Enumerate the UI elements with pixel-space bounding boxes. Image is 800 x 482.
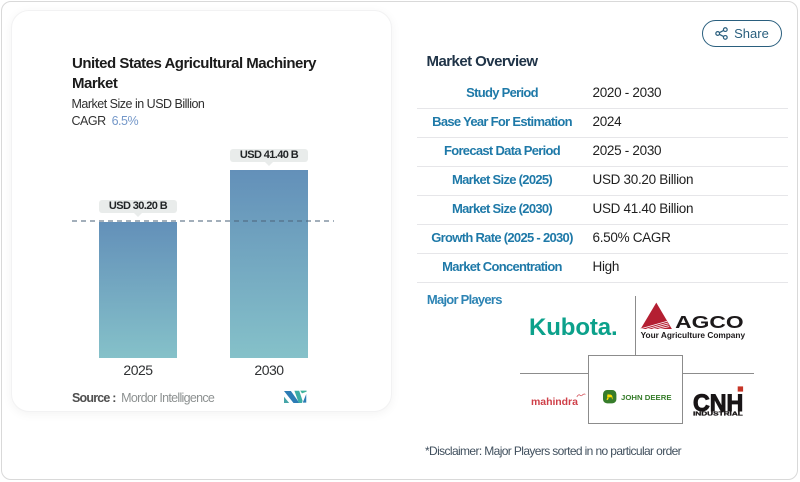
svg-text:Your Agriculture Company: Your Agriculture Company	[641, 330, 746, 340]
svg-text:AGCO: AGCO	[675, 312, 743, 332]
svg-text:CNH: CNH	[693, 390, 743, 417]
svg-text:INDUSTRIAL: INDUSTRIAL	[693, 412, 744, 418]
svg-text:JOHN DEERE: JOHN DEERE	[621, 393, 672, 402]
